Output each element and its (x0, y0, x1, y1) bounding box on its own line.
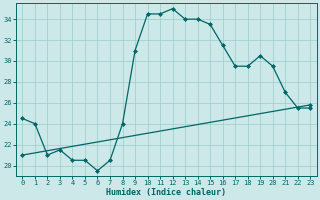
X-axis label: Humidex (Indice chaleur): Humidex (Indice chaleur) (106, 188, 226, 197)
